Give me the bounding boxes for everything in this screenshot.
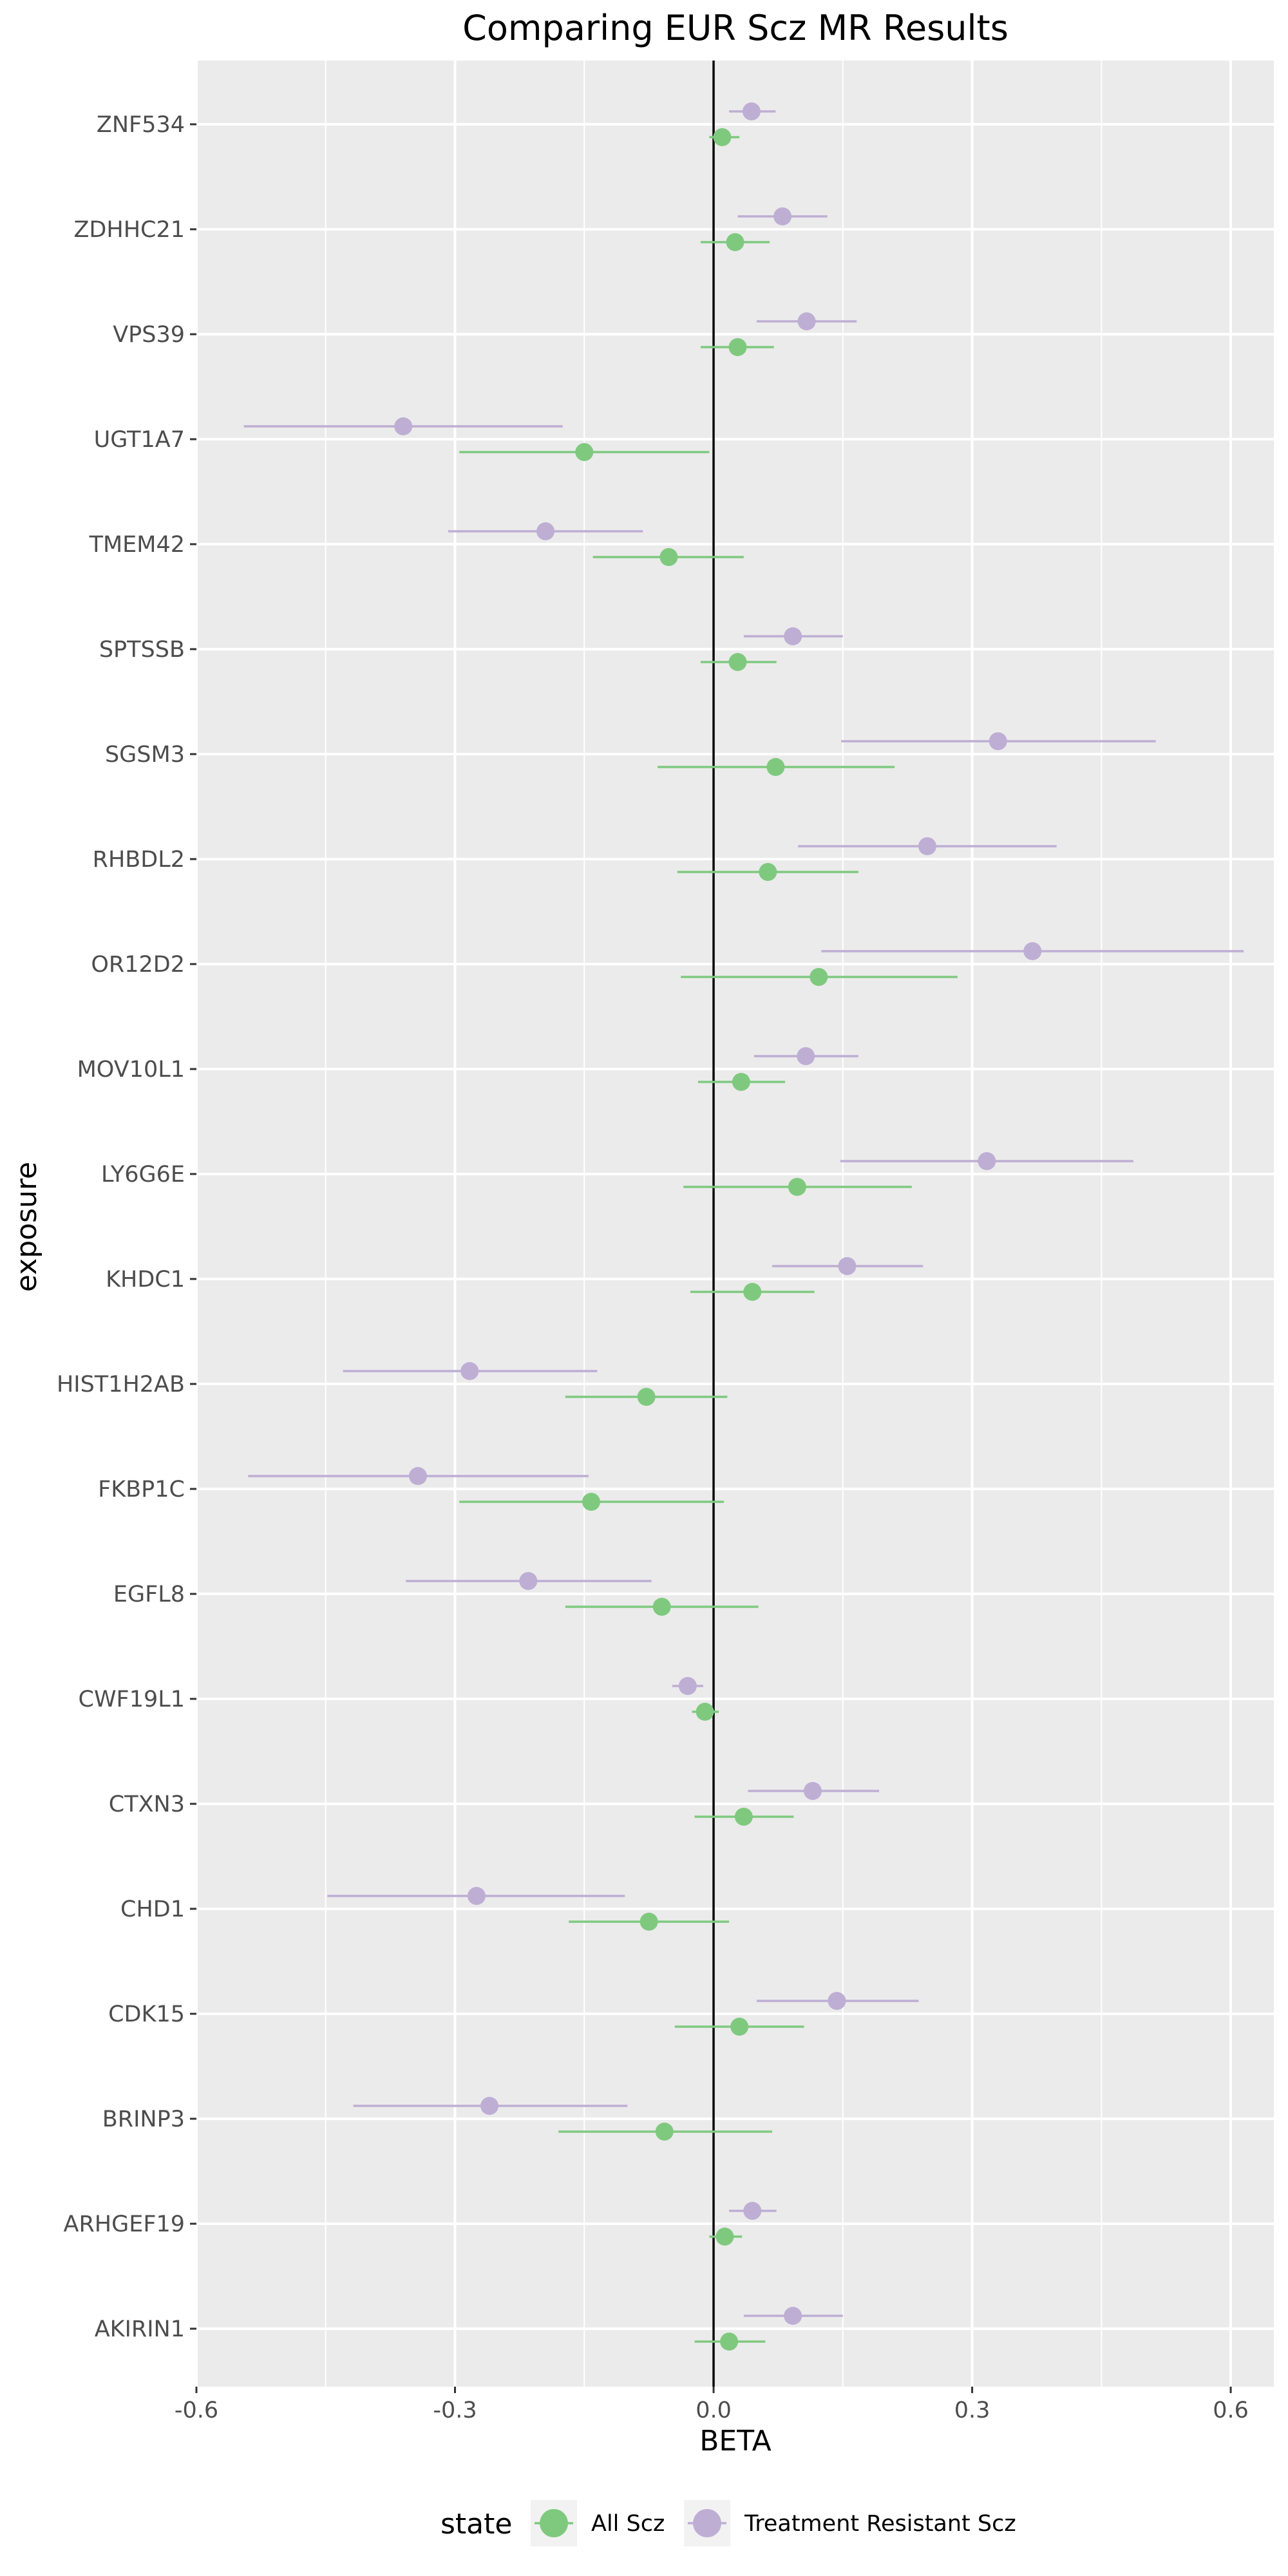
y-axis: ZNF534 ZDHHC21 VPS39 UGT1A7 TMEM42 SPTSSB SGSM… bbox=[57, 112, 196, 2342]
chart-title: Comparing EUR Scz MR Results bbox=[462, 8, 1009, 48]
x-tick-label: 0.6 bbox=[1213, 2398, 1249, 2423]
y-axis-title: exposure bbox=[10, 1162, 43, 1292]
legend-label: Treatment Resistant Scz bbox=[744, 2511, 1016, 2537]
data-point bbox=[759, 863, 777, 881]
data-point bbox=[743, 1283, 762, 1301]
y-tick-label: UGT1A7 bbox=[94, 427, 185, 453]
data-point bbox=[720, 2333, 739, 2351]
data-marks bbox=[243, 102, 1244, 2351]
y-tick-label: RHBDL2 bbox=[93, 847, 185, 873]
data-point bbox=[784, 627, 802, 645]
x-tick-label: -0.3 bbox=[433, 2398, 477, 2423]
y-tick-label: MOV10L1 bbox=[77, 1057, 185, 1083]
data-point bbox=[784, 2307, 802, 2325]
data-point bbox=[460, 1362, 479, 1380]
data-point bbox=[734, 1808, 753, 1826]
data-point bbox=[828, 1992, 846, 2010]
y-tick-label: CTXN3 bbox=[109, 1792, 185, 1817]
data-point bbox=[678, 1677, 697, 1695]
data-point bbox=[728, 653, 747, 671]
data-point bbox=[728, 338, 747, 356]
y-tick-label: ZDHHC21 bbox=[73, 217, 185, 243]
data-point bbox=[582, 1493, 600, 1511]
data-point bbox=[408, 1467, 427, 1485]
legend-key-point bbox=[693, 2509, 721, 2537]
grid-major bbox=[195, 61, 1274, 2387]
y-tick-label: AKIRIN1 bbox=[95, 2316, 185, 2342]
y-tick-label: SPTSSB bbox=[99, 637, 185, 663]
data-point bbox=[989, 732, 1007, 750]
y-tick-label: CWF19L1 bbox=[79, 1687, 185, 1712]
y-tick-label: OR12D2 bbox=[91, 952, 185, 978]
data-point bbox=[797, 312, 816, 330]
data-point bbox=[803, 1782, 822, 1800]
data-point bbox=[655, 2123, 674, 2141]
data-point bbox=[639, 1913, 658, 1931]
data-point bbox=[788, 1178, 806, 1196]
y-tick-label: CHD1 bbox=[120, 1897, 185, 1922]
y-tick-label: LY6G6E bbox=[101, 1162, 185, 1188]
y-tick-label: CDK15 bbox=[108, 2002, 185, 2027]
data-point bbox=[726, 233, 744, 251]
x-tick-label: 0.0 bbox=[696, 2398, 732, 2423]
legend-key-point bbox=[540, 2509, 568, 2537]
data-point bbox=[918, 837, 936, 855]
data-point bbox=[742, 102, 761, 120]
data-point bbox=[838, 1257, 857, 1275]
x-axis-title: BETA bbox=[699, 2425, 772, 2458]
data-point bbox=[773, 207, 792, 225]
data-point bbox=[696, 1703, 714, 1721]
data-point bbox=[713, 128, 732, 146]
data-point bbox=[730, 2018, 749, 2036]
y-tick-label: ARHGEF19 bbox=[64, 2211, 185, 2237]
data-point bbox=[519, 1572, 538, 1590]
data-point bbox=[797, 1047, 815, 1065]
plot-panel bbox=[196, 61, 1274, 2387]
data-point bbox=[575, 443, 594, 461]
data-point bbox=[394, 417, 413, 435]
y-tick-label: SGSM3 bbox=[105, 742, 185, 768]
data-point bbox=[659, 548, 678, 566]
y-tick-label: TMEM42 bbox=[89, 532, 185, 558]
y-tick-label: FKBP1C bbox=[98, 1477, 185, 1502]
y-tick-label: VPS39 bbox=[113, 322, 185, 348]
data-point bbox=[978, 1152, 996, 1170]
data-point bbox=[1023, 942, 1042, 960]
y-tick-label: KHDC1 bbox=[106, 1267, 185, 1293]
data-point bbox=[637, 1388, 656, 1406]
data-point bbox=[467, 1887, 486, 1905]
y-tick-label: HIST1H2AB bbox=[57, 1372, 185, 1397]
data-point bbox=[810, 968, 828, 986]
data-point bbox=[480, 2097, 499, 2115]
x-tick-label: -0.6 bbox=[175, 2398, 218, 2423]
data-point bbox=[652, 1598, 671, 1616]
x-axis: -0.6 -0.3 0.0 0.3 0.6 bbox=[175, 2387, 1249, 2423]
data-point bbox=[766, 758, 785, 776]
data-point bbox=[536, 522, 555, 540]
legend-title: state bbox=[440, 2508, 512, 2541]
data-point bbox=[732, 1073, 750, 1091]
legend: state All Scz Treatment Resistant Scz bbox=[440, 2500, 1016, 2546]
data-point bbox=[743, 2202, 762, 2220]
y-tick-label: ZNF534 bbox=[97, 112, 185, 138]
y-tick-label: BRINP3 bbox=[102, 2107, 185, 2132]
x-tick-label: 0.3 bbox=[954, 2398, 990, 2423]
legend-label: All Scz bbox=[591, 2511, 665, 2537]
y-tick-label: EGFL8 bbox=[113, 1582, 185, 1607]
data-point bbox=[715, 2228, 734, 2246]
